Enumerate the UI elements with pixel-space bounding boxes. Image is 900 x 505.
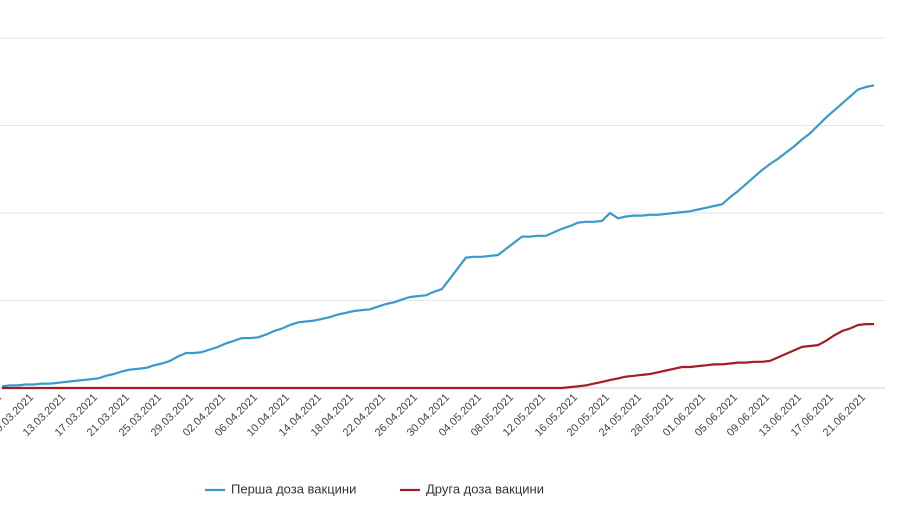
legend: Перша доза вакцини Друга доза вакцини [205,481,544,496]
line [2,323,874,390]
line [1,84,875,388]
legend-label: Друга доза вакцини [426,481,544,496]
legend-label: Перша доза вакцини [231,481,356,496]
